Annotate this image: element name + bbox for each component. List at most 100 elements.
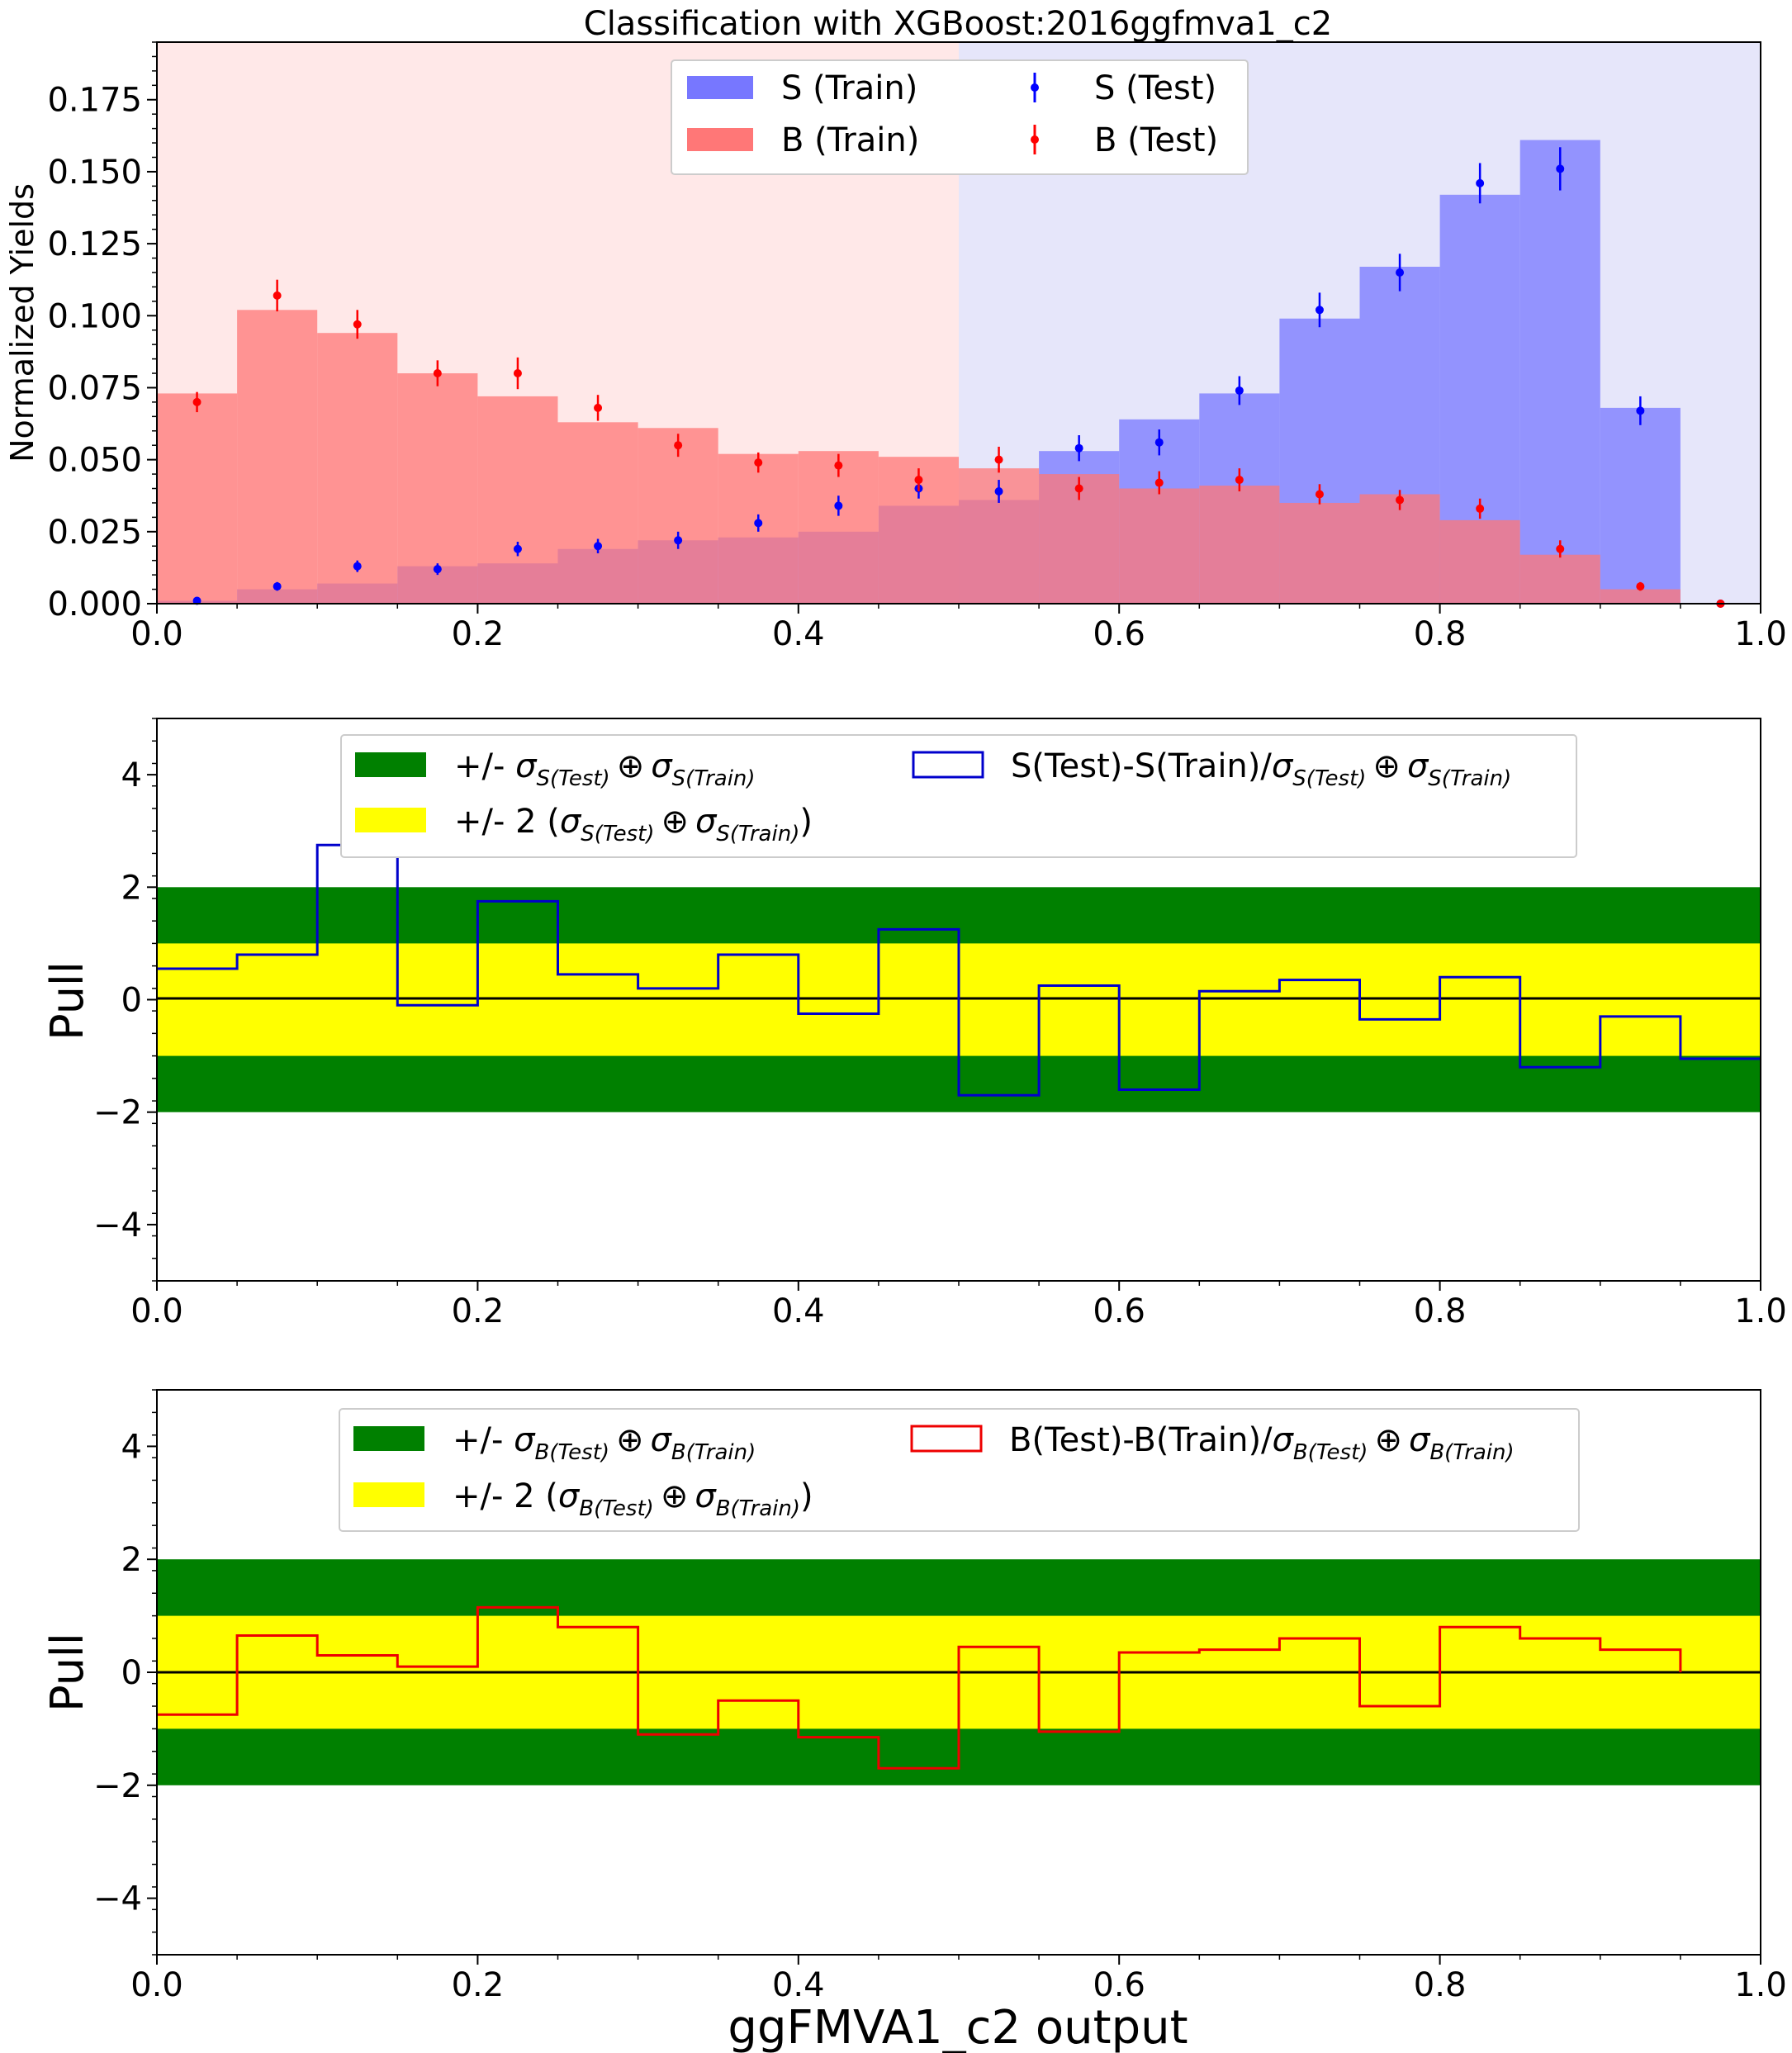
b-train-bar [557,422,638,604]
yields-ytick-label: 0.025 [47,514,142,552]
legend-label-s-test: S (Test) [1094,69,1216,107]
yields-ytick-label: 0.075 [47,369,142,407]
s-test-point [994,487,1003,495]
b-train-bar [1119,488,1200,604]
s-train-bar [1600,407,1681,604]
b-train-bar [1600,589,1681,604]
b-test-point [754,458,763,467]
signal-pull-xtick-label: 1.0 [1734,1292,1787,1330]
background-pull-ytick-label: −2 [93,1767,142,1805]
yields-xtick-label: 0.8 [1414,615,1467,653]
background-pull-xtick-label: 0.4 [772,1966,825,2004]
yields-ytick-label: 0.125 [47,225,142,263]
legend-marker-s-test [1031,73,1039,102]
b-train-bar [1279,502,1360,604]
s-test-point [674,536,683,545]
background-pull-ytick-label: 0 [121,1654,142,1692]
b-test-point [834,461,843,470]
b-test-point [914,476,923,485]
background-pull-ticks: 0.0 0.2 0.4 0.6 0.8 1.0 −4 −2 0 2 4 [93,1389,1787,2004]
b-train-bar [1199,486,1280,604]
legend-swatch-b-band1 [353,1426,424,1451]
signal-pull-ytick-label: −2 [93,1094,142,1132]
signal-pull-xtick-label: 0.8 [1414,1292,1467,1330]
legend-label-b-pull-line: B(Test)-B(Train)/σB(Test) ⊕ σB(Train) [1009,1421,1515,1465]
background-pull-ytick-label: 2 [121,1541,142,1579]
signal-pull-xtick-label: 0.0 [130,1292,183,1330]
signal-pull-ytick-label: 0 [121,982,142,1020]
legend-swatch-s-band1 [355,752,426,777]
b-train-bar [1439,519,1520,604]
legend-swatch-s-band2 [355,808,426,832]
b-test-point [1476,504,1485,513]
background-pull-y-axis-label: Pull [41,1633,93,1712]
b-train-bar [477,396,558,604]
background-pull-ytick-label: −4 [93,1880,142,1918]
s-test-point [754,519,763,528]
b-test-point [513,369,522,378]
s-test-point [594,542,603,551]
background-pull-xtick-label: 0.6 [1093,1966,1145,2004]
b-test-point [1396,495,1405,505]
yields-xtick-label: 0.0 [130,615,183,653]
legend-label-b-band2: +/- 2 (σB(Test) ⊕ σB(Train)) [453,1477,813,1521]
legend-label-s-train: S (Train) [781,69,917,107]
yields-ytick-label: 0.050 [47,442,142,480]
b-test-point [1315,490,1324,499]
yields-legend: S (Train) B (Train) S (Test) B (Test) [671,59,1249,175]
yields-ticks: 0.0 0.2 0.4 0.6 0.8 1.0 0.000 0.025 0.050 0.075 0.… [47,41,1787,653]
b-test-point [594,403,603,412]
yields-ytick-label: 0.175 [47,82,142,120]
signal-pull-ytick-label: 4 [121,756,142,794]
yields-panel: 0.0 0.2 0.4 0.6 0.8 1.0 0.000 0.025 0.050 0.075 0.… [4,41,1787,653]
yields-ytick-label: 0.100 [47,297,142,335]
b-test-point [1636,582,1645,591]
signal-pull-xtick-label: 0.6 [1093,1292,1145,1330]
yields-ytick-label: 0.150 [47,154,142,192]
b-test-point [1556,544,1565,553]
b-train-bar [317,333,398,604]
x-axis-label: ggFMVA1_c2 output [728,2001,1188,2053]
signal-pull-ytick-label: −4 [93,1207,142,1245]
legend-swatch-s-pull-line [912,751,984,779]
legend-label-s-pull-line: S(Test)-S(Train)/σS(Test) ⊕ σS(Train) [1011,747,1511,791]
background-pull-legend: +/- σB(Test) ⊕ σB(Train) +/- 2 (σB(Test) ⊕ σ… [339,1408,1580,1532]
s-test-point [1074,443,1083,453]
legend-marker-b-test [1031,125,1039,154]
legend-swatch-b-pull-line [910,1425,983,1453]
yields-xtick-label: 0.2 [452,615,505,653]
b-test-point [1235,476,1244,485]
legend-label-s-band2: +/- 2 (σS(Test) ⊕ σS(Train)) [454,803,813,846]
b-train-bar [1519,554,1600,604]
b-train-bar [157,393,238,604]
s-test-point [1315,306,1324,315]
signal-pull-xtick-label: 0.4 [772,1292,825,1330]
b-train-bar [1359,494,1440,604]
s-test-point [1476,178,1485,187]
background-pull-xtick-label: 0.8 [1414,1966,1467,2004]
signal-pull-step [157,843,1761,1097]
background-pull-panel: 0.0 0.2 0.4 0.6 0.8 1.0 −4 −2 0 2 4 Pull ggFMVA1_c… [41,1389,1787,2053]
s-test-point [1154,438,1164,447]
legend-swatch-s-train [687,76,753,99]
legend-swatch-b-band2 [353,1482,424,1507]
b-test-point [353,320,362,329]
background-pull-xtick-label: 0.2 [452,1966,505,2004]
yields-histograms [157,140,1681,605]
signal-pull-legend: +/- σS(Test) ⊕ σS(Train) +/- 2 (σS(Test) ⊕ σ… [340,734,1577,858]
s-train-bar [1519,140,1600,605]
s-test-point [1396,268,1405,277]
s-test-point [513,544,522,553]
signal-pull-ticks: 0.0 0.2 0.4 0.6 0.8 1.0 −4 −2 0 2 4 [93,718,1787,1330]
legend-swatch-b-train [687,128,753,151]
yields-xtick-label: 1.0 [1734,615,1787,653]
legend-label-b-band1: +/- σB(Test) ⊕ σB(Train) [453,1421,756,1465]
legend-label-b-train: B (Train) [781,121,919,159]
signal-pull-ytick-label: 2 [121,869,142,907]
b-test-point [192,397,201,406]
background-pull-step [157,1605,1682,1770]
yields-xtick-label: 0.4 [772,615,825,653]
signal-pull-step-line [157,843,1761,1097]
b-test-point [1074,484,1083,493]
legend-label-b-test: B (Test) [1094,121,1218,159]
